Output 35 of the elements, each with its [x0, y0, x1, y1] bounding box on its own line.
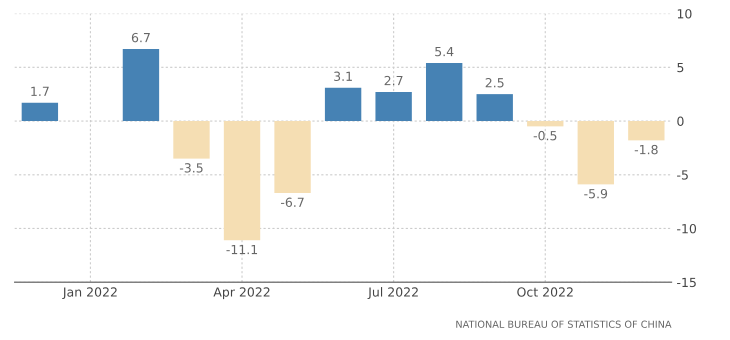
data-label: -1.8 [634, 144, 658, 154]
data-label: -11.1 [226, 244, 258, 254]
bar [476, 94, 513, 122]
data-label: -3.5 [180, 163, 203, 173]
x-tick-label: Jul 2022 [368, 287, 418, 300]
data-label: -5.9 [584, 188, 608, 198]
bar [122, 49, 160, 122]
bar [375, 92, 412, 122]
data-label: 6.7 [132, 32, 150, 42]
data-label: -0.5 [534, 130, 556, 140]
bar [324, 88, 362, 122]
y-tick-label: -15 [677, 278, 696, 288]
text: NATIONAL BUREAU OF STATISTICS OF CHINA [456, 320, 672, 328]
y-tick-label: 10 [678, 9, 692, 19]
data-label: -6.7 [280, 198, 304, 207]
bar [628, 121, 665, 140]
x-tick-label: Oct 2022 [517, 287, 573, 297]
y-tick-label: -10 [677, 224, 696, 234]
y-tick-label: -5 [677, 170, 688, 180]
data-label: 2.5 [486, 78, 504, 88]
bar [578, 121, 614, 184]
y-tick-label: 5 [677, 62, 684, 72]
y-tick-label: 0 [677, 116, 684, 126]
bar [527, 121, 564, 126]
bar [274, 121, 311, 194]
x-tick-label: Jan 2022 [62, 287, 117, 300]
bar [22, 102, 58, 122]
bar [173, 121, 210, 159]
data-label: 3.1 [334, 72, 352, 82]
data-label: 2.7 [384, 76, 403, 86]
x-tick-label: Apr 2022 [213, 287, 270, 300]
data-label: 5.4 [435, 47, 454, 56]
bar [426, 63, 462, 122]
data-label: 1.7 [31, 86, 49, 96]
bar [224, 121, 260, 240]
